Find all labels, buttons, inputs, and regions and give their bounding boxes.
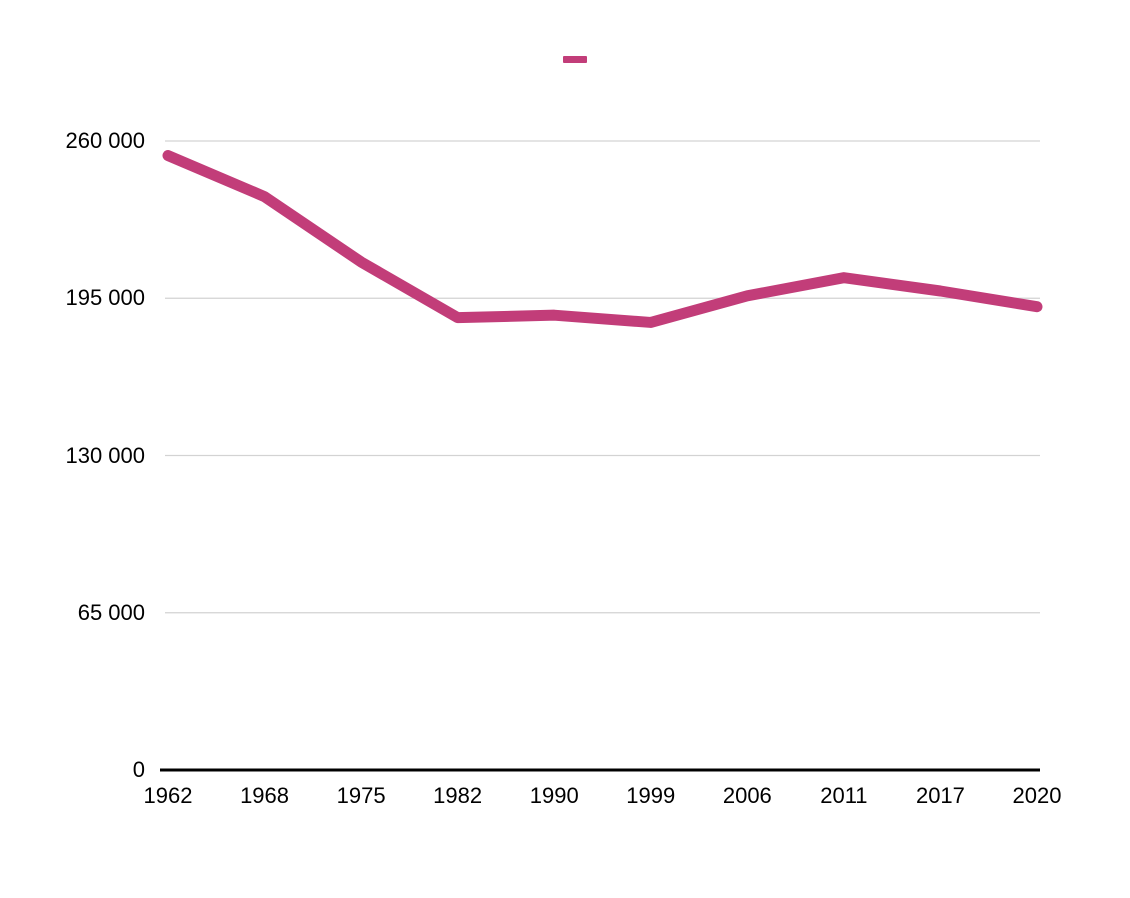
legend-series-marker xyxy=(563,56,587,63)
x-tick-label: 1999 xyxy=(626,783,676,808)
chart-legend xyxy=(563,56,587,63)
y-tick-label: 260 000 xyxy=(65,128,145,153)
x-tick-label: 2017 xyxy=(915,783,965,808)
x-tick-label: 2011 xyxy=(820,783,868,808)
data-line xyxy=(162,150,1043,328)
x-tick-label: 1962 xyxy=(143,783,193,808)
y-tick-label: 0 xyxy=(132,757,145,782)
x-tick-label: 1975 xyxy=(336,783,386,808)
x-tick-label: 1968 xyxy=(240,783,290,808)
x-tick-label: 1990 xyxy=(529,783,579,808)
x-tick-label: 2020 xyxy=(1012,783,1062,808)
x-tick-label: 1982 xyxy=(433,783,483,808)
y-tick-label: 65 000 xyxy=(77,599,145,625)
y-tick-label: 195 000 xyxy=(65,285,145,311)
x-tick-label: 2006 xyxy=(722,783,772,808)
y-tick-label: 130 000 xyxy=(65,442,145,468)
